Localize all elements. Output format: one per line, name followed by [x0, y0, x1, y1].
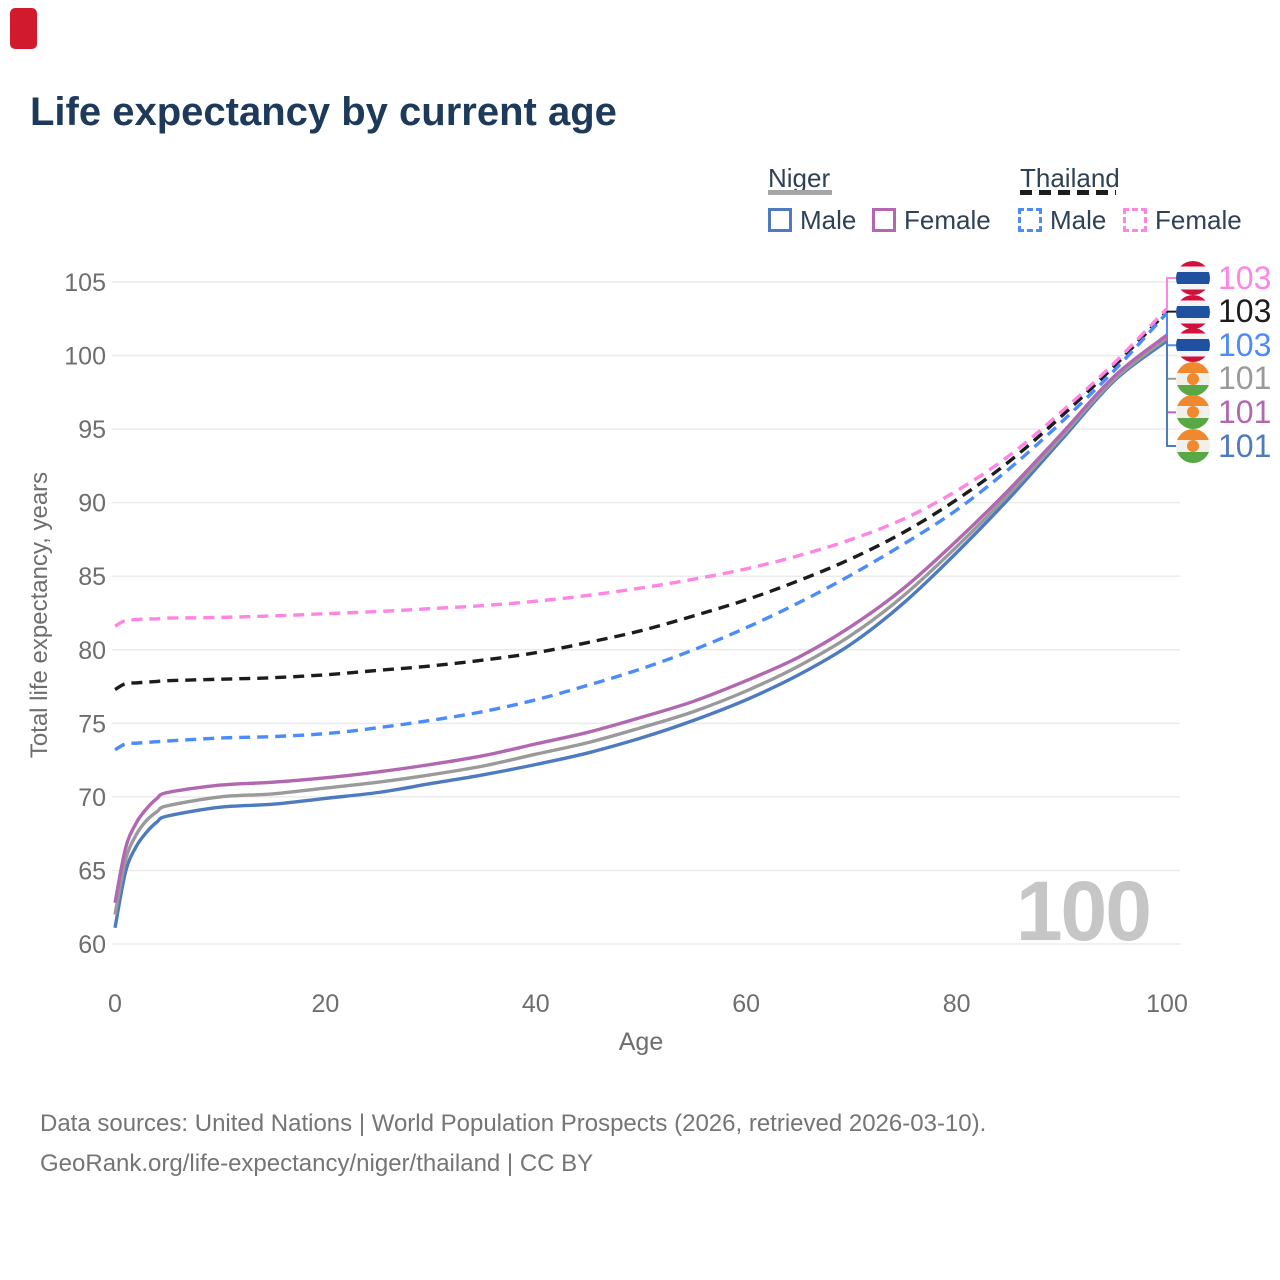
- end-label-value: 101: [1218, 360, 1272, 397]
- legend-thailand-title: Thailand: [1020, 163, 1120, 193]
- page-title: Life expectancy by current age: [30, 90, 617, 134]
- legend-label-niger-male[interactable]: Male: [800, 205, 857, 235]
- thailand-flag-icon: [1176, 294, 1210, 329]
- niger-flag-icon: [1176, 395, 1210, 430]
- legend-label-niger-female[interactable]: Female: [904, 205, 991, 235]
- y-tick-85: 85: [78, 563, 106, 591]
- y-tick-100: 100: [64, 343, 106, 371]
- end-label-value: 103: [1218, 259, 1272, 296]
- x-axis-title: Age: [618, 1028, 664, 1056]
- end-label-value: 101: [1218, 393, 1272, 430]
- y-tick-105: 105: [64, 269, 106, 297]
- legend-swatch-thailand-male[interactable]: [1018, 208, 1042, 232]
- legend-thailand-linestyle: [1020, 190, 1116, 195]
- series-line-niger-both-sexes: [113, 336, 1169, 915]
- legend-swatch-niger-male[interactable]: [768, 208, 792, 232]
- niger-flag-icon: [1176, 429, 1210, 463]
- x-tick-80: 80: [943, 990, 971, 1018]
- y-tick-75: 75: [78, 710, 106, 738]
- end-label-value: 103: [1218, 293, 1272, 330]
- footer-sources: Data sources: United Nations | World Pop…: [40, 1110, 987, 1137]
- x-tick-0: 0: [108, 990, 122, 1018]
- end-label-row: 101: [1176, 393, 1272, 430]
- thailand-flag-icon: [1176, 328, 1210, 363]
- x-tick-100: 100: [1146, 990, 1188, 1018]
- y-tick-95: 95: [78, 416, 106, 444]
- end-label-value: 103: [1218, 326, 1272, 363]
- series-line-thailand-both-sexes: [114, 310, 1169, 691]
- legend-niger-linestyle: [768, 190, 832, 195]
- legend-swatch-thailand-female[interactable]: [1123, 208, 1147, 232]
- footer-link[interactable]: GeoRank.org/life-expectancy/niger/thaila…: [40, 1150, 594, 1177]
- chart-legend: Niger Male Female Thailand Male Female: [0, 0, 1280, 250]
- y-tick-70: 70: [78, 784, 106, 812]
- niger-flag-icon: [1176, 361, 1210, 396]
- y-tick-65: 65: [78, 857, 106, 885]
- thailand-flag-icon: [1176, 261, 1210, 295]
- y-tick-60: 60: [78, 931, 106, 959]
- series-line-thailand-female: [114, 307, 1169, 628]
- legend-label-thailand-female[interactable]: Female: [1155, 205, 1242, 235]
- series-line-niger-female: [113, 333, 1169, 904]
- age-watermark: 100: [1015, 864, 1152, 958]
- x-tick-20: 20: [311, 990, 339, 1018]
- series-line-niger-male: [113, 339, 1169, 929]
- y-tick-80: 80: [78, 637, 106, 665]
- x-tick-60: 60: [732, 990, 760, 1018]
- legend-swatch-niger-female[interactable]: [872, 208, 896, 232]
- series-line-thailand-male: [114, 311, 1169, 752]
- end-label-value: 101: [1218, 427, 1272, 464]
- end-label-row: 103: [1176, 293, 1272, 330]
- leader-thailand-female: [1166, 277, 1176, 309]
- end-label-row: 103: [1176, 326, 1272, 363]
- leader-niger-male: [1166, 340, 1176, 447]
- end-label-row: 101: [1176, 360, 1272, 397]
- end-label-row: 101: [1176, 427, 1272, 464]
- legend-niger-title: Niger: [768, 163, 831, 193]
- end-labels: 103 103 103 101 101 101: [0, 0, 1280, 520]
- y-tick-90: 90: [78, 490, 106, 518]
- x-tick-40: 40: [522, 990, 550, 1018]
- red-marker: [10, 8, 37, 49]
- legend-label-thailand-male[interactable]: Male: [1050, 205, 1107, 235]
- end-label-row: 103: [1176, 259, 1272, 296]
